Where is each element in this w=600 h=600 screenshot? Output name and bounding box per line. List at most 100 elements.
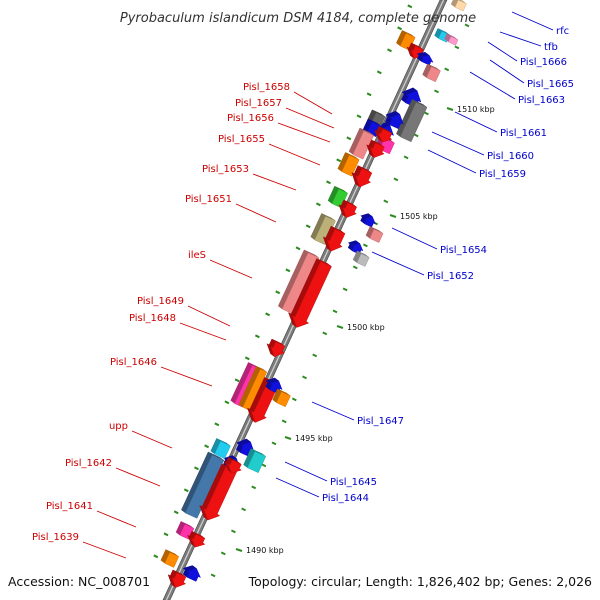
gene-label-left: Pisl_1655 [218, 134, 265, 145]
gene-label-right: Pisl_1644 [322, 493, 369, 504]
tick-right [403, 155, 409, 160]
gene-orange-top-side [396, 30, 407, 46]
gene-label-right: Pisl_1661 [500, 128, 547, 139]
gene-features [160, 0, 467, 588]
connector-right [427, 149, 477, 174]
gene-1661-grey [396, 99, 428, 143]
tick-left [387, 48, 392, 53]
gene-1652-blue [348, 240, 364, 255]
gene-ileS-red2 [288, 258, 332, 328]
connector-right [284, 461, 328, 482]
gene-1641-red-face [190, 533, 206, 548]
gene-tfb-side [434, 28, 442, 39]
gene-1666 [444, 33, 459, 46]
connector-left [96, 510, 137, 528]
gene-1647-orange-side [277, 388, 291, 396]
gene-1656-side [348, 127, 364, 155]
gene-1653-red-face [355, 168, 373, 188]
gene-1658-side [372, 109, 386, 117]
tick-left [346, 136, 352, 141]
connector-right [311, 401, 355, 421]
tick-right [271, 441, 277, 446]
gene-ileS-red2-side [288, 312, 296, 317]
gene-1653-red [351, 165, 373, 188]
gene-1658-side [367, 109, 377, 122]
kbp-label: 1500 kbp [347, 323, 385, 332]
kbp-tick [336, 325, 344, 329]
tick-left [295, 246, 301, 251]
gene-upp-red [223, 457, 242, 474]
gene-ileS-olive-face [314, 216, 336, 245]
tick-left [204, 444, 210, 449]
gene-upp-cyan-face [214, 441, 231, 459]
gene-1645-blue-side [236, 438, 251, 446]
gene-1666-face [448, 36, 459, 46]
connector-left [285, 107, 335, 129]
gene-label-left: Pisl_1646 [110, 357, 157, 368]
connector-right [511, 11, 554, 31]
kbp-tick [389, 214, 397, 218]
map-title: Pyrobaculum islandicum DSM 4184, complet… [120, 11, 476, 26]
gene-1653-red-side [351, 172, 359, 177]
gene-orange-top-side [402, 30, 416, 38]
gene-orange-top [396, 30, 416, 51]
gene-ileS-red-side [331, 226, 345, 234]
gene-1646-orange-side [238, 366, 261, 408]
tick-left [376, 70, 382, 75]
connector-left [131, 430, 173, 449]
kbp-tick [284, 436, 292, 440]
connector-right [454, 111, 498, 133]
kbp-label: 1505 kbp [400, 212, 438, 221]
gene-1657-side [362, 118, 372, 133]
gene-1639-orange-side [165, 549, 179, 557]
tick-left [275, 290, 281, 295]
gene-1655-arrow [366, 139, 385, 158]
gene-1648-red-side [266, 343, 274, 348]
gene-1661-grey-side [396, 99, 417, 137]
connector-right [431, 131, 485, 156]
gene-1652-grey-side [352, 250, 362, 263]
gene-ileS-red [323, 226, 346, 252]
gene-1645-cyan-side [250, 448, 266, 457]
gene-rfc-box [451, 0, 467, 12]
gene-1656-side [359, 127, 374, 136]
gene-1653-red-side [354, 165, 362, 177]
gene-1661-grey-side [412, 99, 427, 108]
gene-1648-red-side [271, 338, 285, 347]
gene-1651-red-side [343, 199, 357, 207]
gene-label-right: Pisl_1666 [520, 57, 567, 68]
gene-1666-side [446, 33, 459, 40]
gene-1641-red-side [187, 535, 194, 539]
gene-upp-red-side [228, 457, 242, 465]
gene-1656-arrow-side [374, 130, 381, 134]
connector-left [268, 143, 321, 166]
gene-1639-blue [182, 565, 201, 582]
gene-1665-side [417, 54, 423, 62]
tick-left [173, 510, 179, 515]
tick-right [393, 177, 399, 182]
gene-label-left: Pisl_1648 [129, 313, 176, 324]
tick-marks [153, 4, 470, 578]
gene-1648-red [266, 338, 286, 357]
tick-right [352, 265, 358, 270]
connector-left [293, 91, 333, 115]
gene-1657 [362, 118, 382, 138]
gene-label-left: Pisl_1641 [46, 501, 93, 512]
tick-left [336, 158, 342, 163]
connector-right [371, 251, 425, 276]
gene-1645-cyan [243, 448, 267, 473]
gene-ileS-red2-face [291, 261, 332, 328]
gene-red-top-side [411, 42, 424, 50]
gene-1647-orange-side [272, 388, 282, 403]
gene-bottom-red [167, 569, 187, 588]
gene-1656-face [352, 130, 375, 160]
gene-1645-cyan-face [247, 451, 267, 473]
gene-label-left: ileS [188, 250, 206, 261]
connector-left [82, 541, 127, 559]
gene-label-left: upp [109, 421, 128, 432]
gene-1646-red-side [247, 407, 254, 412]
gene-1660 [385, 111, 404, 130]
gene-bottom-red-side [172, 569, 186, 577]
gene-1656-arrow-side [378, 126, 392, 134]
kbp-label: 1490 kbp [246, 546, 284, 555]
